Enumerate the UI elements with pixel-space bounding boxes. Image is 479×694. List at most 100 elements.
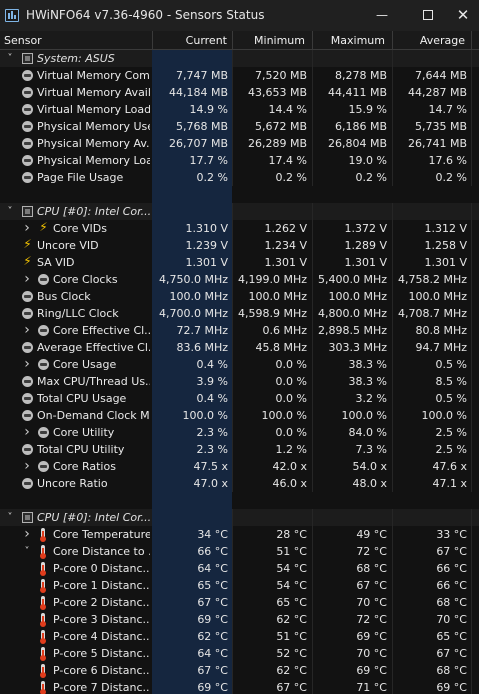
sensor-row[interactable]: Virtual Memory Avail... 44,184 MB 43,653 M…	[0, 84, 479, 101]
sensor-row[interactable]: › Core Usage 0.4 % 0.0 % 38.3 % 0.5 %	[0, 356, 479, 373]
value-minimum: 65 °C	[276, 596, 307, 609]
sensor-row[interactable]: ˅ Core Distance to ... 66 °C 51 °C 72 °C 67 °…	[0, 543, 479, 560]
bolt-icon: ⚡	[23, 254, 32, 268]
sensor-row[interactable]: Ring/LLC Clock 4,700.0 MHz 4,598.9 MHz 4,80…	[0, 305, 479, 322]
value-current: 69 °C	[152, 679, 232, 694]
sensor-row[interactable]: › Core Ratios 47.5 x 42.0 x 54.0 x 47.6 x	[0, 458, 479, 475]
sensor-row[interactable]: Uncore Ratio 47.0 x 46.0 x 48.0 x 47.1 x	[0, 475, 479, 492]
maximize-icon	[423, 10, 433, 20]
sensor-row[interactable]: On-Demand Clock M... 100.0 % 100.0 % 100.0 …	[0, 407, 479, 424]
sensor-row[interactable]: Bus Clock 100.0 MHz 100.0 MHz 100.0 MHz 100.…	[0, 288, 479, 305]
sensor-label: P-core 6 Distanc...	[53, 664, 150, 677]
value-maximum: 54.0 x	[352, 460, 388, 473]
value-minimum: 54 °C	[276, 579, 307, 592]
chevron-right-icon[interactable]: ›	[24, 356, 30, 372]
sensor-label: SA VID	[37, 256, 75, 269]
spacer-row	[0, 186, 479, 203]
value-maximum	[312, 509, 392, 526]
sensor-row[interactable]: P-core 0 Distanc... 64 °C 54 °C 68 °C 66 °C	[0, 560, 479, 577]
thermometer-icon	[40, 528, 46, 542]
sensor-label: On-Demand Clock M...	[37, 409, 150, 422]
circle-icon	[22, 138, 33, 149]
sensor-row[interactable]: Physical Memory Used 5,768 MB 5,672 MB 6,18…	[0, 118, 479, 135]
chevron-right-icon[interactable]: ›	[24, 424, 30, 440]
value-minimum: 14.4 %	[268, 103, 307, 116]
close-icon: ✕	[456, 6, 470, 24]
chevron-down-icon[interactable]: ˅	[24, 546, 30, 557]
sensor-row[interactable]: › Core Utility 2.3 % 0.0 % 84.0 % 2.5 %	[0, 424, 479, 441]
value-minimum	[232, 509, 312, 526]
chevron-down-icon[interactable]: ˅	[7, 53, 13, 64]
column-average[interactable]: Average	[419, 34, 465, 47]
chevron-right-icon[interactable]: ›	[24, 458, 30, 474]
chevron-right-icon[interactable]: ›	[24, 526, 30, 542]
sensor-group-row[interactable]: ˅ CPU [#0]: Intel Cor...	[0, 203, 479, 220]
sensor-row[interactable]: Virtual Memory Load 14.9 % 14.4 % 15.9 % 14.…	[0, 101, 479, 118]
value-current: 66 °C	[152, 543, 232, 560]
sensor-group-row[interactable]: ˅ CPU [#0]: Intel Cor...	[0, 509, 479, 526]
sensor-row[interactable]: ⚡ SA VID 1.301 V 1.301 V 1.301 V 1.301 V	[0, 254, 479, 271]
close-button[interactable]: ✕	[447, 4, 479, 26]
sensor-row[interactable]: Physical Memory Av... 26,707 MB 26,289 MB 2…	[0, 135, 479, 152]
column-minimum[interactable]: Minimum	[254, 34, 305, 47]
sensor-label: Uncore Ratio	[37, 477, 108, 490]
sensor-row[interactable]: › ⚡ Core VIDs 1.310 V 1.262 V 1.372 V 1.312 V	[0, 220, 479, 237]
value-average: 68 °C	[436, 596, 467, 609]
sensor-label: Physical Memory Used	[37, 120, 150, 133]
value-maximum: 8,278 MB	[334, 69, 387, 82]
chevron-right-icon[interactable]: ›	[24, 271, 30, 287]
sensor-row[interactable]: P-core 4 Distanc... 62 °C 51 °C 69 °C 65 °C	[0, 628, 479, 645]
sensor-row[interactable]: Total CPU Utility 2.3 % 1.2 % 7.3 % 2.5 %	[0, 441, 479, 458]
value-current	[152, 203, 232, 220]
value-current: 7,747 MB	[152, 67, 232, 84]
sensor-row[interactable]: P-core 5 Distanc... 64 °C 52 °C 70 °C 67 °C	[0, 645, 479, 662]
thermometer-icon	[40, 596, 46, 610]
value-maximum: 19.0 %	[348, 154, 387, 167]
circle-icon	[22, 172, 33, 183]
value-current: 64 °C	[152, 645, 232, 662]
sensor-row[interactable]: Total CPU Usage 0.4 % 0.0 % 3.2 % 0.5 %	[0, 390, 479, 407]
column-sensor[interactable]: Sensor	[4, 34, 42, 47]
sensor-row[interactable]: Max CPU/Thread Us... 3.9 % 0.0 % 38.3 % 8.5 …	[0, 373, 479, 390]
sensor-row[interactable]: P-core 6 Distanc... 67 °C 62 °C 69 °C 68 °C	[0, 662, 479, 679]
value-minimum: 51 °C	[276, 545, 307, 558]
chevron-right-icon[interactable]: ›	[24, 220, 30, 236]
column-current[interactable]: Current	[185, 34, 227, 47]
circle-icon	[22, 121, 33, 132]
column-maximum[interactable]: Maximum	[330, 34, 385, 47]
sensor-row[interactable]: › Core Clocks 4,750.0 MHz 4,199.0 MHz 5,400.…	[0, 271, 479, 288]
sensor-row[interactable]: › Core Temperatures 34 °C 28 °C 49 °C 33 °C	[0, 526, 479, 543]
sensor-row[interactable]: Virtual Memory Com... 7,747 MB 7,520 MB 8,2…	[0, 67, 479, 84]
value-average: 2.5 %	[435, 443, 467, 456]
sensor-row[interactable]: › Core Effective Cl... 72.7 MHz 0.6 MHz 2,89…	[0, 322, 479, 339]
minimize-button[interactable]: —	[366, 4, 398, 26]
sensor-row[interactable]: Page File Usage 0.2 % 0.2 % 0.2 % 0.2 %	[0, 169, 479, 186]
chevron-down-icon[interactable]: ˅	[7, 512, 13, 523]
value-minimum: 0.0 %	[275, 375, 307, 388]
value-maximum: 70 °C	[356, 647, 387, 660]
value-maximum	[312, 50, 392, 67]
value-minimum: 43,653 MB	[247, 86, 307, 99]
value-current	[152, 509, 232, 526]
spacer-row	[0, 492, 479, 509]
sensor-row[interactable]: P-core 2 Distanc... 67 °C 65 °C 70 °C 68 °C	[0, 594, 479, 611]
value-average: 17.6 %	[428, 154, 467, 167]
sensor-row[interactable]: ⚡ Uncore VID 1.239 V 1.234 V 1.289 V 1.258 V	[0, 237, 479, 254]
sensor-row[interactable]: Average Effective Cl... 83.6 MHz 45.8 MHz 3…	[0, 339, 479, 356]
sensor-row[interactable]: Physical Memory Load 17.7 % 17.4 % 19.0 % 17…	[0, 152, 479, 169]
value-average: 0.2 %	[435, 171, 467, 184]
value-average: 47.6 x	[432, 460, 468, 473]
chevron-right-icon[interactable]: ›	[24, 322, 30, 338]
chevron-down-icon[interactable]: ˅	[7, 206, 13, 217]
value-maximum: 303.3 MHz	[328, 341, 387, 354]
sensor-group-row[interactable]: ˅ System: ASUS	[0, 50, 479, 67]
thermometer-icon	[40, 562, 46, 576]
maximize-button[interactable]	[412, 4, 444, 26]
sensor-row[interactable]: P-core 7 Distanc... 69 °C 67 °C 71 °C 69 °C	[0, 679, 479, 694]
thermometer-icon	[40, 579, 46, 593]
value-average: 4,758.2 MHz	[397, 273, 467, 286]
sensor-row[interactable]: P-core 1 Distanc... 65 °C 54 °C 67 °C 66 °C	[0, 577, 479, 594]
sensor-row[interactable]: P-core 3 Distanc... 69 °C 62 °C 72 °C 70 °C	[0, 611, 479, 628]
value-maximum: 4,800.0 MHz	[317, 307, 387, 320]
value-maximum: 70 °C	[356, 596, 387, 609]
